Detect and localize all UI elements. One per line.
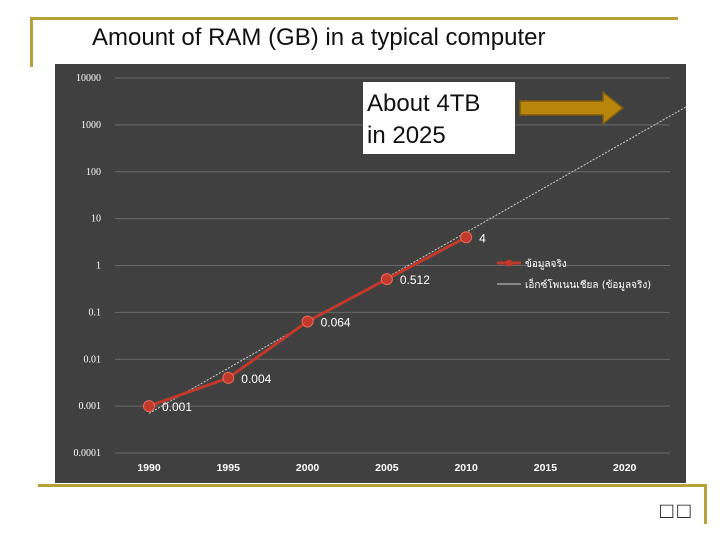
data-point [222,371,235,384]
x-tick-label: 2015 [534,462,558,474]
y-tick-label: 10 [91,214,101,225]
annotation-box [363,82,515,154]
page-number: □□ [660,498,695,523]
bottom-accent-line [38,484,706,487]
annotation-text-line: About 4TB [367,90,480,117]
data-label: 4 [479,231,486,245]
x-tick-label: 1995 [217,462,241,474]
ram-chart: 0.0001 0.001 0.01 0.1 1 10 100 1000 10000 1990 199… [55,64,686,483]
data-label: 0.064 [321,315,351,329]
chart-svg: 0.0001 0.001 0.01 0.1 1 10 100 1000 10000 1990 199… [55,64,686,483]
data-label: 0.512 [400,273,430,287]
data-point [143,400,155,413]
legend-label-actual: ข้อมูลจริง [525,258,567,270]
x-tick-label: 2000 [296,462,320,474]
data-point [301,315,314,328]
annotation-arrow [519,90,625,126]
y-tick-label: 100 [86,167,101,178]
slide-title: Amount of RAM (GB) in a typical computer [92,24,546,51]
x-tick-label: 2020 [613,462,637,474]
annotation-text-line: in 2025 [367,122,446,149]
y-tick-label: 1000 [81,120,101,131]
legend-label-trend: เอ็กซ์โพเนนเชียล (ข้อมูลจริง) [525,277,651,291]
right-accent-line [704,484,707,524]
y-tick-label: 0.1 [89,307,102,318]
y-tick-label: 1 [96,261,101,272]
data-label: 0.004 [241,372,271,386]
trend-line [148,106,686,414]
x-tick-label: 2005 [375,462,399,474]
x-tick-label: 2010 [454,462,478,474]
y-tick-label: 0.01 [84,354,102,365]
y-tick-label: 10000 [76,73,101,84]
x-tick-label: 1990 [137,462,161,474]
y-tick-label: 0.001 [79,401,102,412]
top-accent-line [30,17,678,20]
data-label: 0.001 [162,400,192,414]
data-point [460,231,473,244]
legend-marker-actual [505,259,513,267]
y-tick-label: 0.0001 [74,448,102,459]
left-accent-line [30,17,33,67]
data-point [380,273,393,286]
